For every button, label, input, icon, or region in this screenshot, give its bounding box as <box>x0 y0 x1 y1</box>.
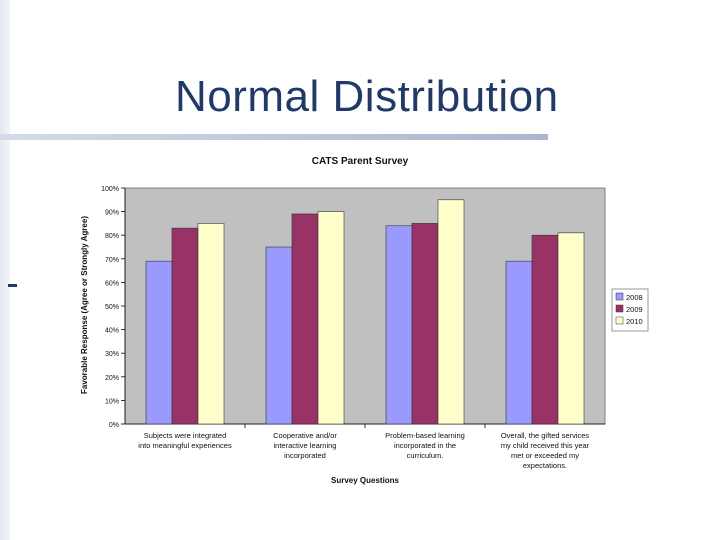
x-category-label-line: into meaningful experiences <box>138 441 232 450</box>
legend-swatch-2010 <box>615 316 624 325</box>
bar-2009-q2 <box>291 213 319 425</box>
bar-2010-q2 <box>317 211 345 425</box>
x-category-label-line: my child received this year <box>501 441 590 450</box>
x-category-label-line: curriculum. <box>407 451 444 460</box>
y-tick-label: 70% <box>105 257 119 264</box>
x-category-label: Cooperative and/or interactive learning in… <box>273 431 337 460</box>
y-tick-label: 80% <box>105 233 119 240</box>
title-divider <box>0 134 548 140</box>
bar-2008-q1 <box>145 260 173 425</box>
bullet-marker <box>8 284 17 287</box>
y-tick-label: 40% <box>105 328 119 335</box>
y-tick-label: 10% <box>105 398 119 405</box>
legend-label-2010: 2010 <box>626 317 643 326</box>
bar-2009-q4 <box>531 234 559 425</box>
x-category-label: Problem-based learning incorporated in th… <box>385 431 465 460</box>
legend-swatch-2009 <box>615 304 624 313</box>
x-category-label-line: Subjects were integrated <box>144 431 227 440</box>
x-category-label-line: interactive learning <box>274 441 337 450</box>
y-tick-label: 100% <box>101 186 119 193</box>
x-category-label-line: incorporated <box>284 451 326 460</box>
x-category-label-line: Cooperative and/or <box>273 431 337 440</box>
x-category-label: Overall, the gifted services my child rec… <box>501 431 590 470</box>
left-decorative-stripe <box>0 0 10 540</box>
chart-title: CATS Parent Survey <box>312 156 409 167</box>
y-axis-title: Favorable Response (Agree or Strongly Ag… <box>80 216 89 394</box>
slide-title: Normal Distribution <box>175 72 559 121</box>
x-category-label-line: expectations. <box>523 461 567 470</box>
y-tick-label: 90% <box>105 210 119 217</box>
bar-2010-q1 <box>197 223 225 425</box>
bar-2009-q3 <box>411 223 439 425</box>
y-tick-label: 0% <box>109 422 119 429</box>
legend-label-2008: 2008 <box>626 293 643 302</box>
x-category-label-line: met or exceeded my <box>511 451 579 460</box>
legend-label-2009: 2009 <box>626 305 643 314</box>
bar-2010-q4 <box>557 232 585 425</box>
y-tick-label: 60% <box>105 280 119 287</box>
bar-2008-q3 <box>385 225 413 425</box>
bar-2010-q3 <box>437 199 465 425</box>
x-axis-title: Survey Questions <box>331 476 400 485</box>
legend-swatch-2008 <box>615 292 624 301</box>
y-tick-label: 20% <box>105 375 119 382</box>
x-category-label-line: incorporated in the <box>394 441 456 450</box>
x-category-label-line: Overall, the gifted services <box>501 431 590 440</box>
bar-2008-q2 <box>265 246 293 425</box>
bar-2008-q4 <box>505 260 533 425</box>
x-category-label: Subjects were integrated into meaningful … <box>138 431 232 450</box>
y-tick-label: 50% <box>105 304 119 311</box>
x-category-label-line: Problem-based learning <box>385 431 465 440</box>
bar-2009-q1 <box>171 227 199 425</box>
y-tick-label: 30% <box>105 351 119 358</box>
